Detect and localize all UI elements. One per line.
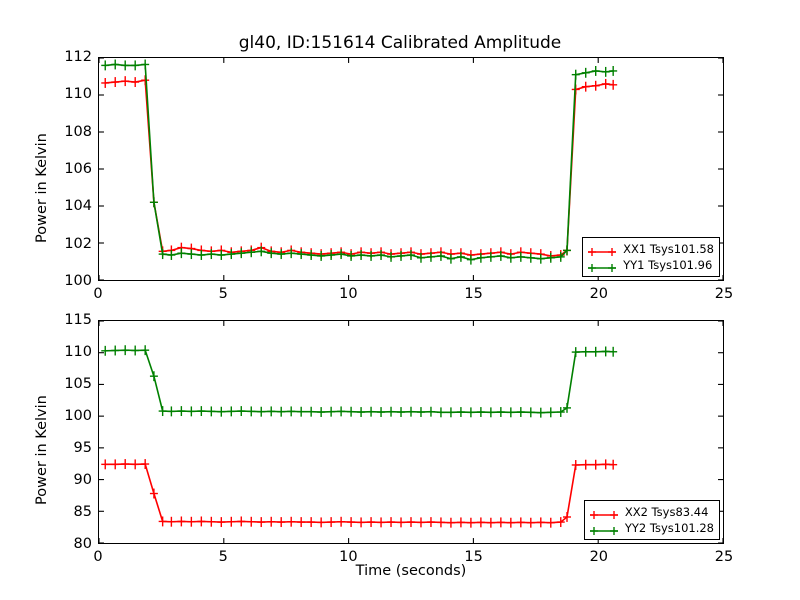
y-tick-label: 85 xyxy=(73,504,92,520)
y-tick-label: 102 xyxy=(64,235,92,252)
x-tick-label: 0 xyxy=(93,549,103,565)
x-tick-label: 10 xyxy=(339,549,358,565)
legend-marker-icon xyxy=(587,259,617,272)
bottom-panel-legend: XX2 Tsys83.44 YY2 Tsys101.28 xyxy=(583,500,720,540)
legend-entry: YY2 Tsys101.28 xyxy=(589,520,714,536)
legend-marker-icon xyxy=(589,522,619,535)
y-tick-label: 110 xyxy=(64,86,92,103)
series-markers-2 xyxy=(101,60,617,265)
series-markers-1 xyxy=(101,459,617,528)
legend-label: XX2 Tsys83.44 xyxy=(624,505,709,519)
series-line-2 xyxy=(105,350,613,412)
x-tick-label: 20 xyxy=(589,549,609,565)
series-markers-2 xyxy=(101,345,617,417)
y-tick-label: 105 xyxy=(64,376,92,392)
x-tick-label: 15 xyxy=(464,549,483,565)
y-tick-label: 115 xyxy=(64,312,92,328)
legend-label: XX1 Tsys101.58 xyxy=(623,242,714,256)
bottom-panel-plot-area xyxy=(99,321,723,543)
y-tick-label: 106 xyxy=(64,161,92,177)
y-tick-label: 90 xyxy=(73,472,92,488)
legend-marker-icon xyxy=(587,243,617,256)
figure-title: gl40, ID:151614 Calibrated Amplitude xyxy=(238,33,562,53)
legend-entry: YY1 Tsys101.96 xyxy=(587,257,714,273)
x-tick-label: 0 xyxy=(93,286,103,302)
series-line-2 xyxy=(105,64,613,259)
y-tick-label: 112 xyxy=(64,49,92,65)
x-tick-label: 5 xyxy=(218,286,228,302)
legend-label: YY2 Tsys101.28 xyxy=(624,521,714,535)
legend-label: YY1 Tsys101.96 xyxy=(623,258,713,272)
top-panel-axes: XX1 Tsys101.58 YY1 Tsys101.96 xyxy=(98,57,724,281)
y-tick-label: 100 xyxy=(64,408,92,424)
series-line-1 xyxy=(105,464,613,523)
bottom-panel-x-axis-label: Time (seconds) xyxy=(355,563,467,579)
legend-entry: XX2 Tsys83.44 xyxy=(589,504,714,520)
top-panel-y-axis-label: Power in Kelvin xyxy=(34,133,50,243)
x-tick-label: 25 xyxy=(714,286,734,302)
y-tick-label: 80 xyxy=(73,536,92,552)
y-tick-label: 100 xyxy=(64,273,92,289)
bottom-panel-axes: XX2 Tsys83.44 YY2 Tsys101.28 xyxy=(98,320,724,544)
y-tick-label: 110 xyxy=(64,344,92,360)
x-tick-label: 25 xyxy=(714,549,734,565)
y-tick-label: 108 xyxy=(64,123,92,140)
top-panel-plot-area xyxy=(99,58,723,280)
series-markers-1 xyxy=(101,75,617,261)
x-tick-label: 20 xyxy=(589,286,609,302)
x-tick-label: 5 xyxy=(218,549,228,565)
series-line-1 xyxy=(105,80,613,256)
x-tick-label: 15 xyxy=(464,286,483,302)
x-tick-label: 10 xyxy=(339,286,358,302)
legend-entry: XX1 Tsys101.58 xyxy=(587,241,714,257)
y-tick-label: 95 xyxy=(73,440,92,456)
legend-marker-icon xyxy=(589,506,619,519)
y-tick-label: 104 xyxy=(64,198,92,215)
top-panel-legend: XX1 Tsys101.58 YY1 Tsys101.96 xyxy=(582,237,720,277)
